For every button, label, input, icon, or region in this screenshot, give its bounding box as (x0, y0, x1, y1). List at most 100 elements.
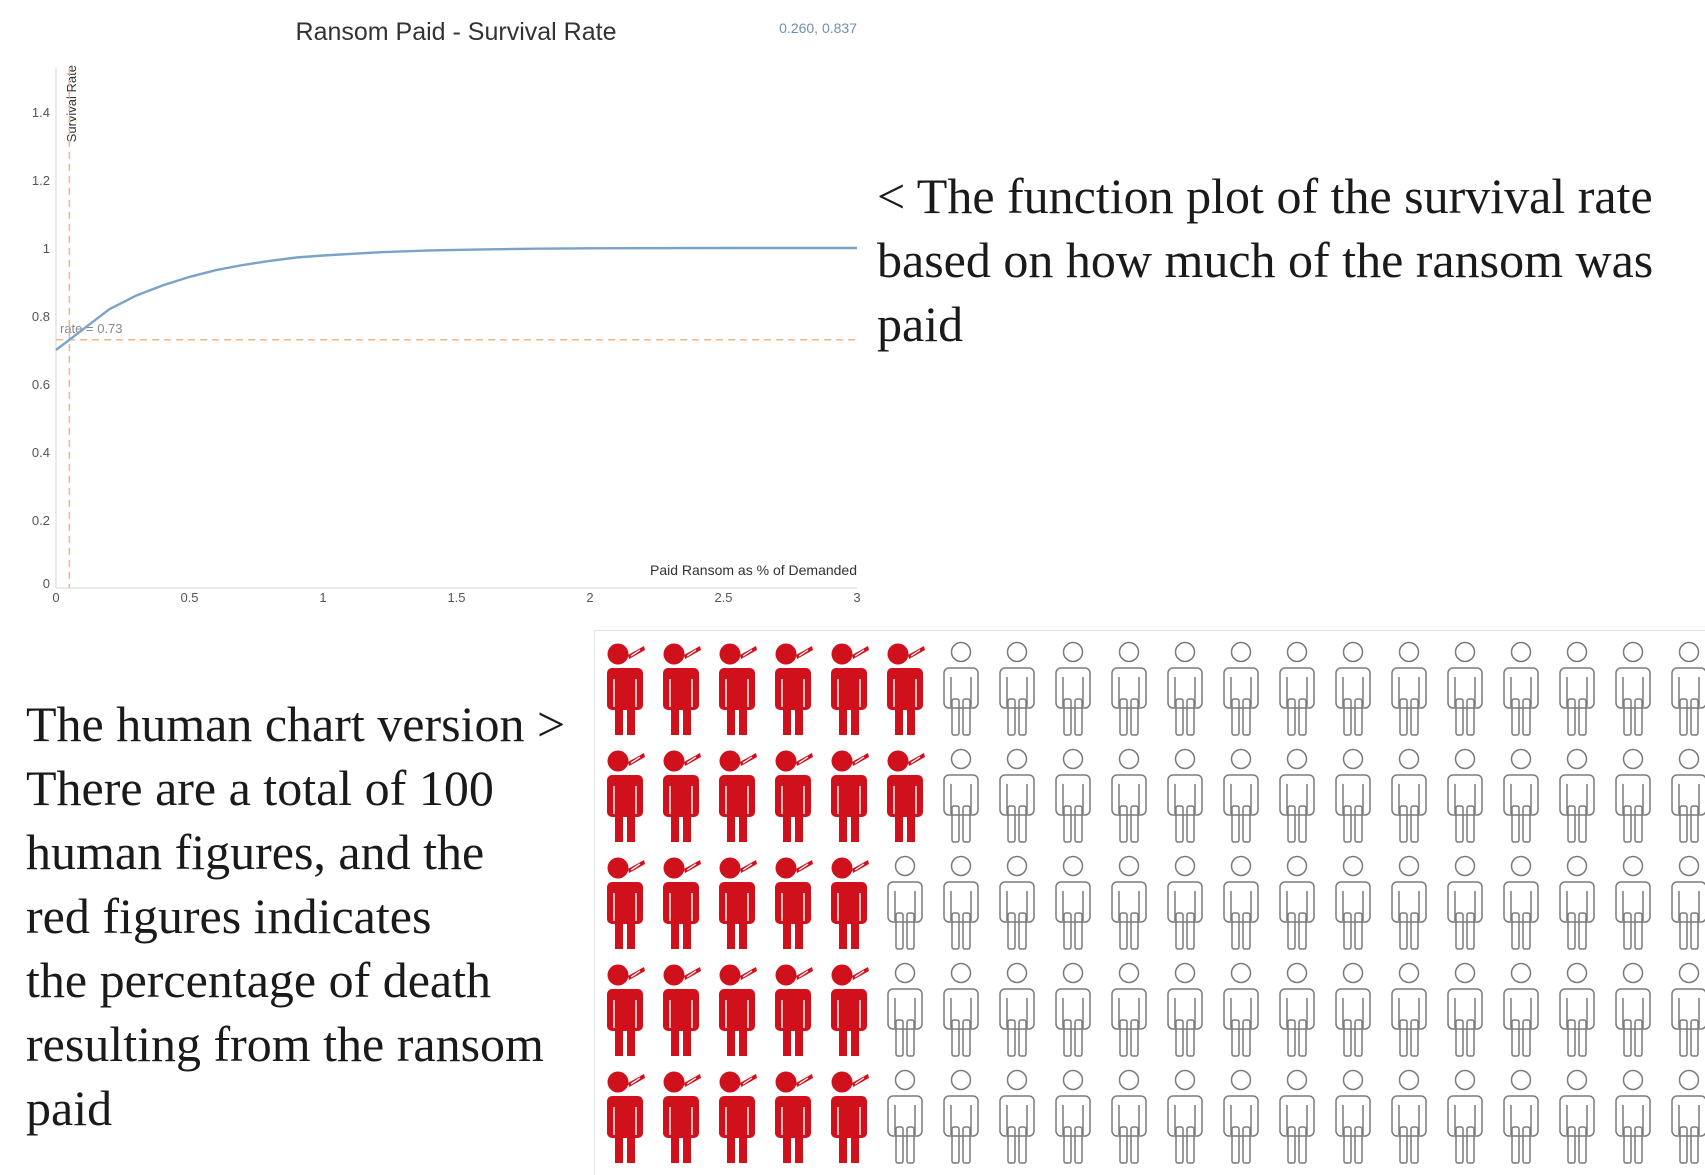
rate-reference-label: rate = 0.73 (60, 321, 123, 336)
leg-outline (1130, 805, 1139, 843)
leg-outline (1287, 912, 1296, 950)
human-figure-red (719, 643, 757, 735)
leg-shape (615, 915, 623, 949)
head-outline (1454, 641, 1476, 663)
torso-outline (1391, 667, 1427, 709)
leg-outline (1074, 1126, 1083, 1164)
leg-outline (1511, 912, 1520, 950)
x-tick-label: 2.5 (714, 590, 732, 605)
caption-function-plot: < The function plot of the survival rate… (877, 168, 1654, 352)
leg-outline (1343, 698, 1352, 736)
head-outline (1230, 1069, 1252, 1091)
leg-shape (615, 1129, 623, 1163)
leg-outline (1522, 1019, 1531, 1057)
head-outline (1454, 855, 1476, 877)
leg-outline (1343, 912, 1352, 950)
human-figure-outline (1671, 1069, 1705, 1164)
torso-outline (1111, 988, 1147, 1030)
leg-outline (1119, 698, 1128, 736)
head-outline (1566, 641, 1588, 663)
leg-outline (1455, 912, 1464, 950)
leg-shape (671, 1129, 679, 1163)
human-figure-outline (1503, 1069, 1539, 1164)
leg-outline (1298, 805, 1307, 843)
leg-outline (1567, 805, 1576, 843)
torso-outline (1503, 1095, 1539, 1137)
blade-mark (854, 970, 868, 980)
human-figure-outline (1335, 1069, 1371, 1164)
human-figure-red (831, 857, 869, 949)
leg-outline (1231, 805, 1240, 843)
y-tick-label: 1.4 (32, 105, 50, 120)
leg-outline (1007, 805, 1016, 843)
leg-outline (962, 912, 971, 950)
leg-outline (1343, 805, 1352, 843)
leg-outline (1119, 805, 1128, 843)
leg-outline (1466, 805, 1475, 843)
head-outline (1230, 962, 1252, 984)
blade-mark (742, 649, 756, 659)
blade-mark (798, 970, 812, 980)
human-figure-outline (1671, 855, 1705, 950)
human-figure-outline (1223, 855, 1259, 950)
torso-outline (1391, 881, 1427, 923)
leg-shape (839, 915, 847, 949)
head-outline (1006, 855, 1028, 877)
torso-outline (1111, 1095, 1147, 1137)
leg-shape (671, 915, 679, 949)
blade-mark (630, 649, 644, 659)
human-figure-outline (1167, 748, 1203, 843)
human-figure-outline (943, 748, 979, 843)
torso-shape (775, 989, 811, 1031)
leg-outline (1186, 1019, 1195, 1057)
torso-outline (1223, 881, 1259, 923)
human-figure-red (775, 1071, 813, 1163)
head-outline (1286, 855, 1308, 877)
head-outline (1118, 962, 1140, 984)
torso-shape (607, 1096, 643, 1138)
torso-outline (1671, 988, 1705, 1030)
leg-shape (727, 808, 735, 842)
human-figure-red (775, 857, 813, 949)
leg-outline (1354, 805, 1363, 843)
head-outline (1678, 1069, 1700, 1091)
caption-line: red figures indicates (26, 888, 432, 944)
torso-shape (719, 989, 755, 1031)
head-outline (1062, 748, 1084, 770)
leg-outline (1018, 912, 1027, 950)
head-outline (1566, 748, 1588, 770)
leg-shape (851, 808, 859, 842)
human-figure-outline (1055, 855, 1091, 950)
head-shape (831, 964, 853, 986)
leg-outline (1130, 1126, 1139, 1164)
torso-outline (999, 774, 1035, 816)
leg-outline (962, 805, 971, 843)
human-figure-red (775, 643, 813, 735)
leg-outline (1354, 1126, 1363, 1164)
leg-outline (1242, 698, 1251, 736)
human-figure-outline (1671, 962, 1705, 1057)
leg-outline (1399, 698, 1408, 736)
head-outline (1398, 748, 1420, 770)
torso-outline (1559, 988, 1595, 1030)
leg-outline (1018, 805, 1027, 843)
leg-outline (1522, 912, 1531, 950)
head-outline (1006, 748, 1028, 770)
blade-mark (686, 649, 700, 659)
leg-outline (906, 912, 915, 950)
head-shape (719, 964, 741, 986)
leg-outline (1623, 1019, 1632, 1057)
human-figure-outline (999, 748, 1035, 843)
leg-outline (1679, 1019, 1688, 1057)
torso-outline (999, 881, 1035, 923)
head-shape (607, 1071, 629, 1093)
human-figure-red (887, 750, 925, 842)
torso-outline (1335, 881, 1371, 923)
human-figure-outline (1111, 855, 1147, 950)
human-figure-red (719, 964, 757, 1056)
leg-outline (906, 1019, 915, 1057)
head-shape (719, 857, 741, 879)
human-figure-outline (943, 855, 979, 950)
torso-outline (887, 988, 923, 1030)
leg-outline (1634, 1019, 1643, 1057)
